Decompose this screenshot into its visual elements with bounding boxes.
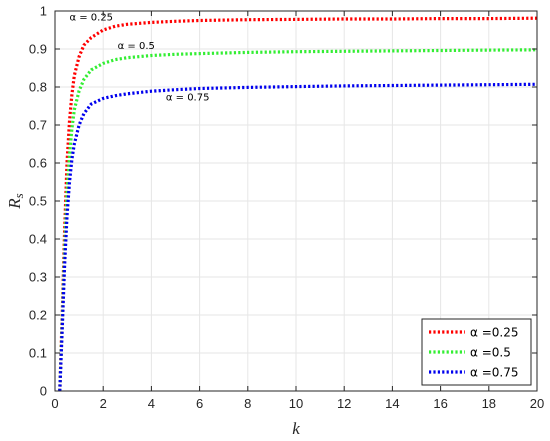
- x-axis-title: k: [292, 419, 300, 438]
- legend-entry-1: α =0.5: [470, 346, 511, 360]
- y-tick-label: 0.4: [29, 232, 47, 247]
- y-tick-label: 0.9: [29, 42, 47, 57]
- y-axis-title: Rs: [5, 193, 26, 209]
- y-tick-label: 0.7: [29, 118, 47, 133]
- annotation-label: α = 0.25: [69, 13, 113, 24]
- y-tick-label: 0: [40, 384, 47, 399]
- x-tick-label: 12: [337, 396, 351, 411]
- x-tick-label: 14: [385, 396, 399, 411]
- legend-entry-2: α =0.75: [470, 366, 519, 380]
- annotations: α = 0.25 α = 0.5 α = 0.75: [69, 13, 209, 104]
- y-tick-label: 0.8: [29, 80, 47, 95]
- x-tick-label: 4: [148, 396, 155, 411]
- legend-box: [421, 318, 532, 386]
- y-tick-label: 0.3: [29, 270, 47, 285]
- series-layer: [58, 16, 538, 392]
- x-tick-label: 20: [530, 396, 544, 411]
- y-tick-label: 0.1: [29, 346, 47, 361]
- x-tick-label: 10: [289, 396, 303, 411]
- x-tick-label: 16: [433, 396, 447, 411]
- x-tick-label: 2: [100, 396, 107, 411]
- x-tick-label: 18: [482, 396, 496, 411]
- y-tick-label: 0.5: [29, 194, 47, 209]
- series-line-2: [58, 82, 538, 392]
- axis-ticks: 0 2 4 6 8 10 12 14 16 18 20 0 0.1 0.2 0.3 0.4 0.5 0.6 0.7 0…: [29, 4, 544, 412]
- annotation-label: α = 0.75: [166, 92, 210, 103]
- x-tick-label: 0: [51, 396, 58, 411]
- x-tick-label: 8: [244, 396, 251, 411]
- y-tick-label: 0.6: [29, 156, 47, 171]
- y-tick-label: 1: [40, 4, 47, 19]
- x-tick-label: 6: [196, 396, 203, 411]
- series-line-0: [58, 16, 538, 392]
- y-tick-label: 0.2: [29, 308, 47, 323]
- annotation-label: α = 0.5: [118, 41, 155, 52]
- legend: α =0.25 α =0.5 α =0.75: [421, 318, 532, 386]
- y-axis-title-subscript: s: [11, 193, 26, 198]
- legend-entry-0: α =0.25: [470, 326, 519, 340]
- y-axis-title-main: R: [5, 198, 24, 210]
